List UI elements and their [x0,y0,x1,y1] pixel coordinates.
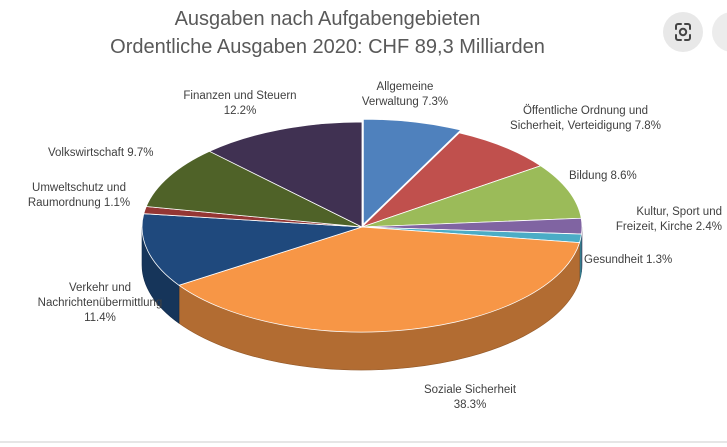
label-kultur-sport: Kultur, Sport und Freizeit, Kirche 2.4% [615,206,722,233]
more-options-icon[interactable] [712,12,727,52]
chart-title: Ausgaben nach Aufgabengebieten [174,8,481,30]
label-volkswirtschaft: Volkswirtschaft 9.7% [48,147,154,159]
label-soziale-sicherheit: Soziale Sicherheit 38.3% [423,384,517,411]
slice-finanzen-und-steuern [209,121,363,228]
label-verkehr: Verkehr und Nachrichtenübermittlung 11.4… [37,282,163,324]
slice-allgemeine-verwaltung [362,118,462,225]
slice-verkehr-und-nachrichtenubermittlung [141,213,363,286]
label-finanzen: Finanzen und Steuern 12.2% [183,90,297,117]
lens-glyph [675,23,691,41]
slice-bildung [361,165,582,228]
google-lens-icon[interactable] [663,12,703,52]
slice-offentliche-ordnung-und-sicherheit-verteidigung [361,132,542,228]
label-oeffentliche-ordnung: Öffentliche Ordnung und Sicherheit, Vert… [510,105,661,132]
label-bildung: Bildung 8.6% [569,170,637,182]
label-umweltschutz: Umweltschutz und Raumordnung 1.1% [27,182,131,209]
slice-volkswirtschaft [145,150,363,228]
bottom-divider [0,441,727,443]
chart-subtitle: Ordentliche Ausgaben 2020: CHF 89,3 Mill… [110,36,545,58]
label-gesundheit: Gesundheit 1.3% [584,254,673,266]
label-allgemeine-verwaltung: Allgemeine Verwaltung 7.3% [361,81,449,108]
slice-soziale-sicherheit [178,226,580,333]
